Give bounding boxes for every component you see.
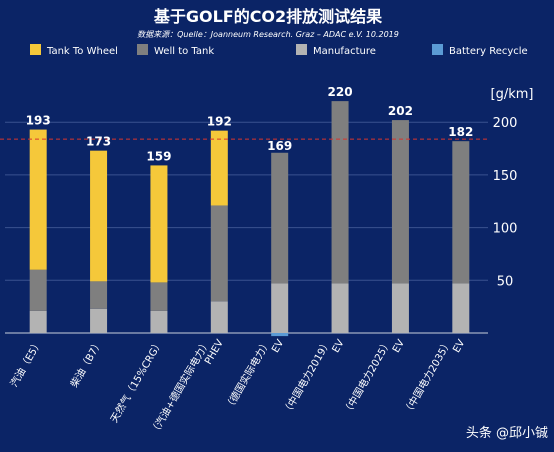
x-tick-label: （德国实际电力） (222, 337, 273, 413)
chart-title: 基于GOLF的CO2排放测试结果 (153, 7, 382, 26)
bar-segment (150, 165, 168, 283)
x-tick-label: EV (331, 338, 347, 355)
total-label: 173 (86, 135, 111, 149)
y-tick-label: 150 (493, 169, 518, 184)
bar-segment (29, 310, 47, 333)
total-label: 192 (207, 115, 232, 129)
legend-label: Manufacture (313, 46, 376, 57)
x-tick-label: （中国电力2025） (340, 337, 394, 418)
bar-segment (391, 283, 409, 333)
bar-segment (90, 150, 108, 282)
bar-segment (210, 205, 228, 302)
bar-segment (271, 152, 289, 284)
bar-segment (90, 281, 108, 309)
total-label: 220 (328, 85, 353, 99)
legend-label: Battery Recycle (449, 46, 528, 57)
bar-segment (271, 333, 289, 337)
x-tick-label: （中国电力2035） (400, 337, 454, 418)
bar-segment (331, 283, 349, 333)
x-tick-label: EV (391, 338, 407, 355)
x-tick-label: （中国电力2019） (280, 337, 334, 418)
bar-segment (29, 269, 47, 311)
chart-bars (0, 101, 488, 337)
total-label: 159 (146, 149, 171, 163)
legend-swatch (137, 44, 148, 55)
bar-segment (452, 283, 470, 333)
x-tick-label: 天然气（15%CRG） (107, 337, 165, 425)
watermark: 头条 @邱小铖 (466, 425, 548, 441)
bar-segment (90, 308, 108, 333)
chart-grid: 50 100 150 200 (5, 116, 518, 334)
legend-swatch (296, 44, 307, 55)
total-label: 169 (267, 139, 292, 153)
total-label: 193 (26, 114, 51, 128)
total-label: 182 (448, 125, 473, 139)
legend-swatch (432, 44, 443, 55)
bar-segment (271, 283, 289, 333)
y-tick-label: 100 (493, 222, 518, 237)
bar-segment (210, 130, 228, 206)
bar-segment (452, 141, 470, 284)
bar-segment (210, 301, 228, 333)
legend-swatch (30, 44, 41, 55)
legend-label: Tank To Wheel (46, 46, 118, 57)
bar-segment (29, 129, 47, 270)
x-tick-label: 柴油（B7） (67, 337, 105, 390)
total-label: 202 (388, 104, 413, 118)
bar-segment (150, 310, 168, 333)
x-tick-label: EV (270, 338, 286, 355)
x-tick-label: 汽油（E5） (7, 337, 45, 389)
bar-segment (331, 101, 349, 284)
bar-segment (150, 282, 168, 311)
y-axis-label: [g/km] (491, 87, 534, 102)
chart-subtitle: 数据来源：Quelle：Joanneum Research. Graz – AD… (137, 30, 399, 39)
bar-segment (391, 120, 409, 284)
x-tick-label: EV (451, 338, 467, 355)
chart-legend: Tank To Wheel Well to Tank Manufacture Batt… (30, 44, 528, 57)
legend-label: Well to Tank (154, 46, 214, 57)
y-tick-label: 200 (493, 116, 518, 131)
y-tick-label: 50 (497, 274, 514, 289)
